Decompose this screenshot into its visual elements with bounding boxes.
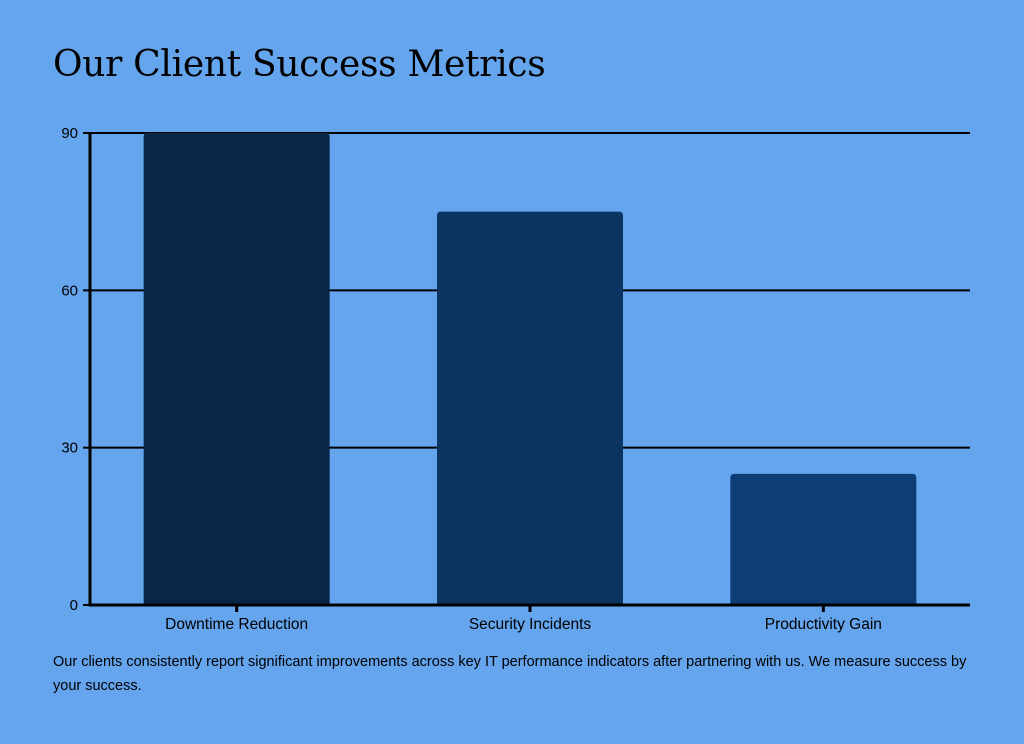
y-tick-label: 0 [70,597,78,614]
x-tick-label: Security Incidents [469,616,592,633]
y-tick-label: 90 [61,125,78,142]
bar-security-incidents [437,211,623,605]
bars [143,133,917,605]
chart-caption: Our clients consistently report signific… [53,654,967,694]
chart-title: Our Client Success Metrics [53,44,546,85]
y-ticks: 0 30 60 90 [61,125,90,614]
x-tick-label: Productivity Gain [765,616,882,633]
bar-downtime-reduction [143,133,330,605]
x-tick-label: Downtime Reduction [165,616,308,633]
y-tick-label: 30 [61,440,78,457]
bar-productivity-gain [730,473,917,605]
x-ticks: Downtime Reduction Security Incidents Prod… [165,605,882,633]
y-tick-label: 60 [61,282,78,299]
